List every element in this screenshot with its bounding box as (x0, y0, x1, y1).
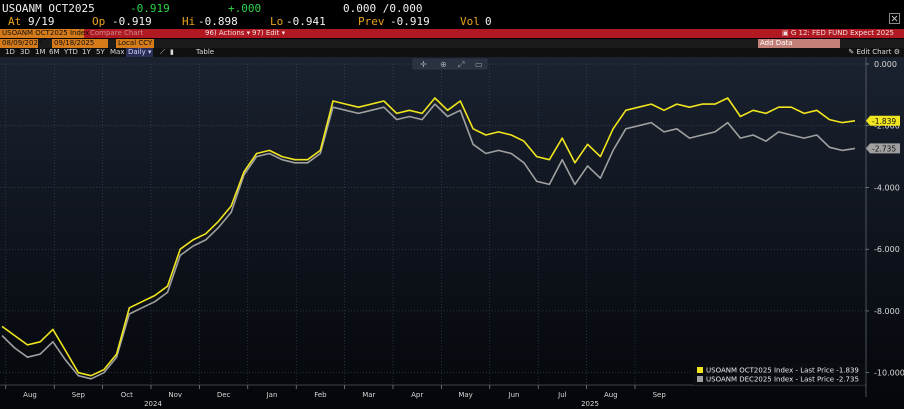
x-tick-label: Oct (121, 391, 133, 399)
legend-box (693, 363, 865, 385)
x-tick-label: Aug (23, 391, 37, 399)
year-label: 2024 (144, 400, 162, 408)
last-value-tag-1: -1.839 (866, 115, 900, 126)
x-tick-label: Jun (508, 391, 520, 399)
start-date-input[interactable]: 08/09/2024 (0, 39, 43, 48)
prev-label: Prev (358, 15, 385, 28)
plot-background (0, 57, 904, 409)
period-max[interactable]: Max (110, 48, 125, 56)
bar-chart-icon[interactable]: ▮ (170, 48, 174, 56)
chart-tools: ✎ Edit Chart ⚙ (848, 48, 900, 57)
at-label: At (8, 15, 22, 28)
actions-menu[interactable]: 96) Actions ▾ (205, 29, 251, 37)
quote-details: At 9/19 Op -0.919 Hi -0.898 Lo -0.941 Pr… (0, 14, 904, 29)
line-chart-icon[interactable]: ⟋ (160, 48, 165, 56)
legend-swatch (697, 376, 703, 382)
chart-toolbar: USOANM OCT2025 Index Compare Chart 96) A… (0, 29, 904, 38)
last-value-tag-2: -2.735 (866, 143, 900, 154)
last-price: -0.919 (130, 2, 170, 15)
chart-mini-toolbar: ✛ ⊕ ⤢ ▭ (412, 58, 488, 70)
settings-icon[interactable]: ⚙ (893, 48, 900, 56)
y-tick-label: 0.000 (874, 60, 897, 69)
high-label: Hi (182, 15, 196, 28)
period-1y[interactable]: 1Y (82, 48, 91, 56)
open-label: Op (92, 15, 106, 28)
security-field[interactable]: USOANM OCT2025 Index (0, 29, 90, 38)
x-tick-label: Mar (362, 391, 375, 399)
date-range-bar: 08/09/2024 09/18/2025 Local CCY Add Data (0, 39, 904, 48)
actions-label: Actions (218, 29, 245, 37)
period-1d[interactable]: 1D (5, 48, 15, 56)
open-value: -0.919 (112, 15, 152, 28)
add-data-button[interactable]: Add Data (758, 39, 840, 48)
period-6m[interactable]: 6M (49, 48, 60, 56)
y-tick-label: -4.000 (874, 183, 900, 192)
compare-chart-field[interactable]: Compare Chart (90, 29, 144, 37)
prev-value: -0.919 (390, 15, 430, 28)
legend-entry: USOANM DEC2025 Index - Last Price -2.735 (706, 376, 859, 384)
y-tick-label: -6.000 (874, 245, 900, 254)
high-value: -0.898 (198, 15, 238, 28)
vol-value: 0 (485, 15, 492, 28)
x-tick-label: Feb (314, 391, 327, 399)
screen-title: ▣ G 12: FED FUND Expect 2025 (782, 29, 894, 38)
y-tick-label: -8.000 (874, 307, 900, 316)
currency-select[interactable]: Local CCY (116, 39, 154, 48)
frequency-select[interactable]: Daily ▾ (126, 48, 154, 57)
period-1m[interactable]: 1M (35, 48, 46, 56)
last-value-label: -2.735 (872, 144, 896, 153)
at-value: 9/19 (28, 15, 55, 28)
last-value-tag-bg (866, 115, 900, 126)
ticker-label: USOANM OCT2025 (2, 2, 95, 15)
x-axis: Aug Sep Oct Nov Dec Jan Feb Mar Apr May Jun Jul Aug S… (0, 384, 866, 408)
zoom-icon[interactable]: ⊕ (440, 60, 447, 69)
crosshair-icon[interactable]: ✛ (420, 60, 427, 69)
x-tick-label: Sep (72, 391, 86, 399)
low-label: Lo (270, 15, 284, 28)
mini-toolbar-box (412, 58, 488, 70)
y-tick-label: -2.000 (874, 122, 900, 131)
frequency-label: Daily (128, 48, 146, 56)
series-line-1 (1, 97, 856, 377)
annotate-icon[interactable]: ✎ (848, 48, 855, 56)
last-value-tag-bg (866, 143, 900, 154)
reset-icon[interactable]: ▭ (475, 60, 483, 69)
quote-header: USOANM OCT2025 -0.919 +.000 0.000 /0.000 (0, 1, 904, 16)
legend-entry: USOANM OCT2025 Index - Last Price -1.839 (706, 367, 859, 375)
period-5y[interactable]: 5Y (96, 48, 105, 56)
period-3d[interactable]: 3D (20, 48, 30, 56)
bid-ask: 0.000 /0.000 (343, 2, 423, 15)
x-tick-label: Aug (604, 391, 618, 399)
y-tick-label: -10.000 (874, 369, 904, 378)
x-tick-label: Dec (217, 391, 231, 399)
x-tick-label: Jul (557, 391, 567, 399)
move-icon[interactable]: ⤢ (457, 60, 464, 69)
price-chart[interactable]: ✛ ⊕ ⤢ ▭ 0.000 -2.000 -4.000 -6.000 -8.000 -10… (0, 57, 904, 409)
last-value-label: -1.839 (872, 117, 896, 126)
edit-chart-button[interactable]: Edit Chart (856, 48, 892, 56)
series-layer (1, 97, 856, 380)
legend-swatch (697, 367, 703, 373)
x-tick-label: Sep (653, 391, 667, 399)
close-window-icon[interactable] (889, 13, 900, 24)
page-icon: ▣ (782, 29, 789, 37)
vol-label: Vol (460, 15, 480, 28)
edit-label: Edit (265, 29, 280, 37)
low-value: -0.941 (286, 15, 326, 28)
period-bar: 1D 3D 1M 6M YTD 1Y 5Y Max Daily ▾ ⟋ ▮ Ta… (0, 48, 904, 57)
x-tick-label: May (458, 391, 472, 399)
end-date-input[interactable]: 09/18/2025 (52, 39, 108, 48)
period-ytd[interactable]: YTD (64, 48, 78, 56)
table-button[interactable]: Table (196, 48, 215, 56)
x-tick-label: Nov (168, 391, 182, 399)
x-tick-label: Apr (411, 391, 423, 399)
year-label: 2025 (581, 400, 599, 408)
screen-title-text: G 12: FED FUND Expect 2025 (790, 29, 895, 37)
y-axis: 0.000 -2.000 -4.000 -6.000 -8.000 -10.000 -1.8… (865, 57, 904, 397)
edit-menu[interactable]: 97) Edit ▾ (252, 29, 286, 37)
x-tick-label: Jan (266, 391, 278, 399)
net-change: +.000 (228, 2, 262, 15)
series-line-2 (1, 103, 856, 380)
legend: USOANM OCT2025 Index - Last Price -1.839… (693, 363, 865, 385)
